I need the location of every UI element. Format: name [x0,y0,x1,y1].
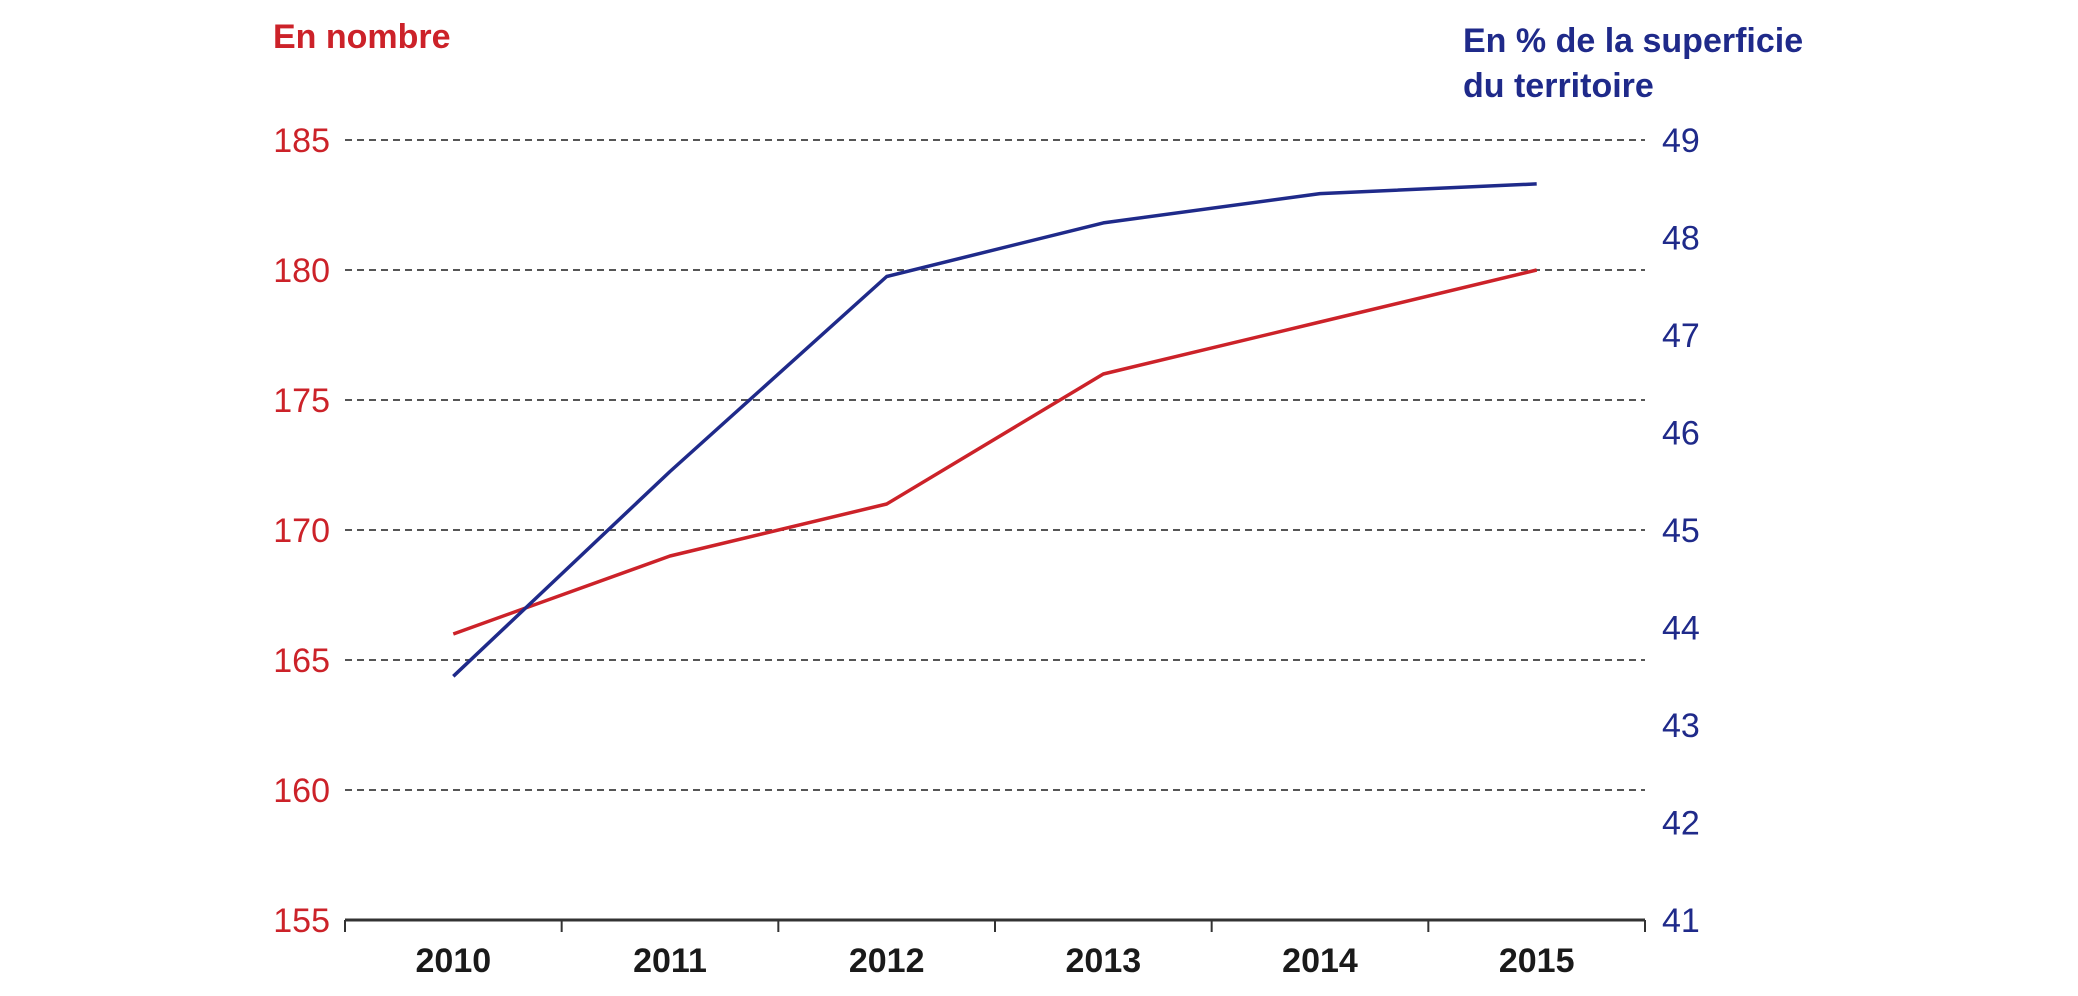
x-tick-label: 2014 [1282,942,1358,980]
right-axis-title-line2: du territoire [1463,67,1654,105]
series-lines [452,182,1538,678]
left-tick-label: 165 [273,642,330,680]
left-tick-label: 160 [273,772,330,810]
axes [344,918,1646,932]
left-tick-label: 155 [273,902,330,940]
x-tick-label: 2015 [1499,942,1575,980]
grid-lines [345,139,1645,791]
right-tick-label: 41 [1662,902,1700,940]
series-left-line [452,268,1538,636]
right-tick-label: 45 [1662,512,1700,550]
right-tick-label: 49 [1662,122,1700,160]
x-tick-label: 2012 [849,942,925,980]
right-tick-label: 48 [1662,220,1700,258]
tick-labels: 155 160 165 170 175 180 185 41 42 43 44 45 46 47 48 49 2… [273,122,1700,980]
left-tick-label: 185 [273,122,330,160]
x-tick-label: 2010 [416,942,492,980]
series-right-line [452,182,1537,678]
right-tick-label: 43 [1662,707,1700,745]
right-tick-label: 47 [1662,317,1700,355]
left-tick-label: 180 [273,252,330,290]
right-axis-title-line1: En % de la superficie [1463,22,1803,60]
left-tick-label: 175 [273,382,330,420]
x-tick-label: 2011 [633,942,707,980]
right-tick-label: 42 [1662,805,1700,843]
right-tick-label: 44 [1662,610,1700,648]
right-tick-label: 46 [1662,415,1700,453]
left-tick-label: 170 [273,512,330,550]
left-axis-title: En nombre [273,18,451,56]
x-tick-label: 2013 [1066,942,1142,980]
